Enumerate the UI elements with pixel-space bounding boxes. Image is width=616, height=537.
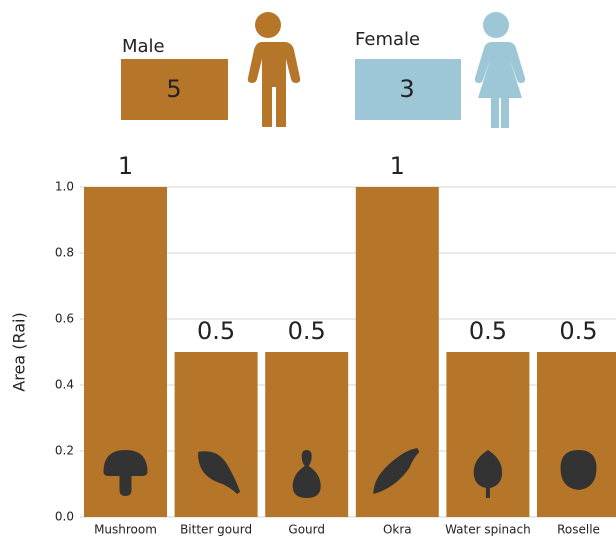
data-label: 0.5 (197, 317, 235, 345)
bar-icon (292, 450, 321, 498)
y-tick-label: 0.4 (55, 378, 74, 392)
female-count: 3 (399, 75, 414, 103)
data-label: 1 (118, 152, 133, 180)
male-box (121, 59, 228, 120)
bar-icon (560, 450, 597, 490)
x-tick-label: Roselle (557, 523, 600, 537)
bar-icon (473, 450, 503, 498)
male-count: 5 (166, 75, 181, 103)
x-tick-label: Water spinach (445, 523, 531, 537)
bar (537, 352, 616, 517)
x-tick-label: Mushroom (94, 523, 157, 537)
bar (174, 352, 258, 517)
male-label: Male (122, 36, 165, 57)
data-label: 0.5 (288, 317, 326, 345)
y-tick-label: 0.2 (55, 444, 74, 458)
y-tick-label: 1.0 (55, 180, 74, 194)
y-tick-label: 0.0 (55, 510, 74, 524)
female-icon (474, 12, 526, 128)
y-tick-label: 0.6 (55, 312, 74, 326)
x-tick-label: Bitter gourd (180, 523, 252, 537)
x-tick-label: Gourd (288, 523, 325, 537)
male-icon (247, 12, 301, 127)
data-label: 1 (390, 152, 405, 180)
y-axis-label: Area (Rai) (10, 312, 29, 391)
bar-icon (103, 450, 148, 496)
data-label: 0.5 (559, 317, 597, 345)
bar-icon (198, 451, 241, 494)
female-box (355, 59, 461, 120)
data-label: 0.5 (469, 317, 507, 345)
female-label: Female (355, 29, 420, 50)
bar-icon (373, 448, 420, 494)
x-tick-label: Okra (383, 523, 412, 537)
y-tick-label: 0.8 (55, 246, 74, 260)
